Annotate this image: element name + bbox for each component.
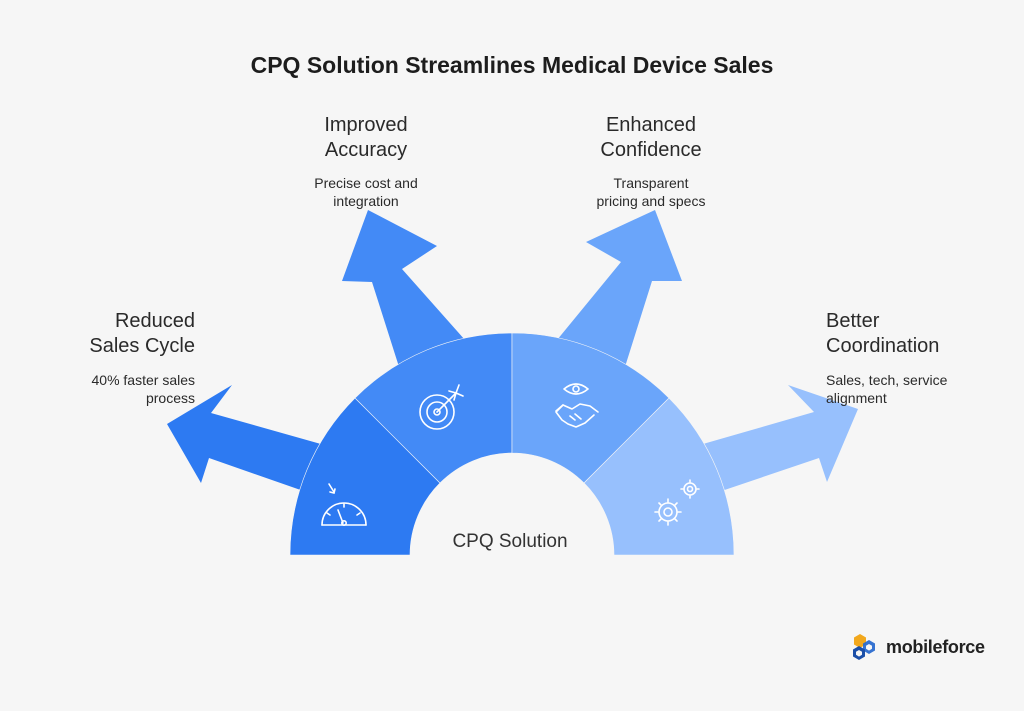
item-title-line1: Reduced [114, 310, 195, 332]
mobileforce-logo-text: mobileforce [886, 636, 985, 657]
item-desc-line1: 40% faster sales [91, 372, 196, 388]
arrow-improved-accuracy [342, 210, 465, 370]
item-desc-line2: integration [333, 193, 399, 209]
item-title-line1: Enhanced [605, 114, 697, 136]
gears-icon [654, 479, 700, 526]
item-desc-line1: Sales, tech, service [826, 372, 948, 388]
item-title-line1: Better [826, 310, 880, 332]
mobileforce-logo-icon [853, 634, 875, 660]
segment-better-coordination [583, 397, 735, 556]
arrow-enhanced-confidence [557, 210, 682, 370]
segment-enhanced-confidence [511, 332, 670, 484]
item-desc-reduced-sales-cycle: 40% faster sales process [40, 371, 196, 407]
center-label: CPQ Solution [452, 531, 568, 552]
mobileforce-logo: mobileforce [850, 630, 985, 664]
item-desc-enhanced-confidence: Transparent pricing and specs [561, 174, 741, 210]
item-title-reduced-sales-cycle: Reduced Sales Cycle [60, 309, 195, 359]
page-title: CPQ Solution Streamlines Medical Device … [250, 52, 774, 78]
arrow-better-coordination [689, 385, 858, 502]
item-title-line2: Confidence [600, 139, 702, 161]
item-desc-line2: alignment [826, 390, 887, 406]
arrow-reduced-sales-cycle [167, 385, 335, 502]
segment-improved-accuracy [354, 332, 513, 484]
item-title-better-coordination: Better Coordination [826, 309, 996, 359]
item-desc-better-coordination: Sales, tech, service alignment [826, 371, 1006, 407]
handshake-eye-icon [555, 383, 599, 428]
item-desc-improved-accuracy: Precise cost and integration [276, 174, 456, 210]
item-title-line2: Coordination [826, 335, 940, 357]
item-desc-line2: process [145, 390, 195, 406]
target-icon [419, 384, 464, 430]
item-desc-line2: pricing and specs [596, 193, 706, 209]
item-title-line1: Improved [324, 114, 408, 136]
item-title-enhanced-confidence: Enhanced Confidence [571, 113, 731, 163]
item-desc-line1: Precise cost and [314, 175, 418, 191]
segment-reduced-sales-cycle [289, 397, 441, 556]
item-title-line2: Sales Cycle [89, 335, 195, 357]
item-title-line2: Accuracy [324, 139, 408, 161]
item-desc-line1: Transparent [613, 175, 689, 191]
speedometer-icon [321, 483, 367, 526]
item-title-improved-accuracy: Improved Accuracy [286, 113, 446, 163]
